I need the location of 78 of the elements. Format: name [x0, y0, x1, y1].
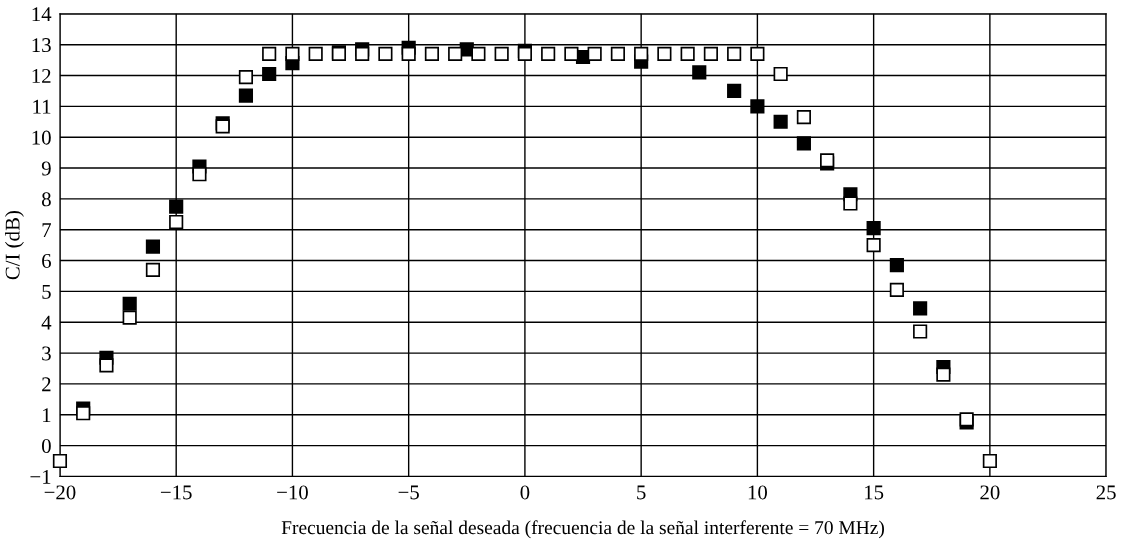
point: [727, 83, 742, 99]
point: [122, 296, 137, 311]
y-tick-label: 10: [32, 130, 51, 145]
point: [401, 46, 416, 62]
point: [308, 46, 323, 62]
y-tick-label: 2: [42, 377, 51, 392]
point: [424, 46, 440, 62]
x-tick-label: 10: [748, 485, 768, 500]
point: [262, 46, 277, 62]
point: [238, 69, 254, 85]
x-tick-label: 5: [637, 485, 646, 500]
point: [843, 196, 858, 211]
y-tick-label: 14: [32, 7, 52, 22]
point: [773, 114, 788, 129]
y-tick-label: 8: [41, 192, 51, 207]
x-tick-label: 25: [1096, 485, 1116, 500]
point: [750, 99, 765, 114]
point: [471, 46, 486, 62]
point: [634, 46, 649, 62]
point: [192, 167, 207, 182]
point: [866, 238, 881, 253]
point: [448, 46, 463, 62]
y-tick-label: 0: [41, 438, 51, 454]
point: [982, 453, 997, 469]
point: [796, 110, 811, 125]
point: [285, 46, 300, 62]
x-tick-label: −20: [44, 485, 76, 500]
point: [680, 46, 695, 62]
y-tick-label: 1: [43, 408, 51, 422]
point: [889, 258, 904, 273]
point: [796, 136, 811, 151]
y-tick-label: 4: [41, 315, 52, 330]
x-axis-title: Frecuencia de la señal deseada (frecuencia de la señal interferente = 70 MHz): [281, 520, 885, 539]
point: [692, 65, 707, 80]
point: [610, 46, 625, 62]
y-tick-label: 3: [42, 346, 51, 361]
point: [773, 66, 788, 82]
point: [703, 46, 718, 62]
point: [262, 66, 277, 82]
point: [564, 46, 579, 62]
point: [145, 239, 161, 254]
point: [913, 301, 928, 316]
y-tick-label: 6: [42, 254, 51, 268]
point: [889, 282, 904, 297]
point: [517, 46, 532, 62]
point: [541, 46, 556, 62]
point: [169, 214, 184, 230]
point: [52, 453, 68, 469]
point: [169, 199, 184, 214]
y-tick-label: 12: [32, 68, 51, 83]
point: [122, 310, 137, 325]
point: [936, 367, 951, 382]
point: [145, 262, 161, 277]
point: [657, 46, 672, 62]
y-axis-title: C/I (dB): [5, 211, 24, 280]
point: [866, 221, 881, 236]
x-tick-label: −5: [398, 485, 419, 500]
point: [99, 358, 114, 373]
x-tick-label: 15: [865, 485, 884, 500]
x-tick-label: 20: [980, 485, 1000, 500]
point: [238, 88, 254, 103]
point: [727, 46, 742, 62]
y-tick-label: 7: [42, 223, 52, 237]
x-tick-label: −10: [277, 485, 308, 500]
y-tick-label: 9: [41, 161, 51, 176]
point: [76, 406, 91, 421]
point: [750, 46, 765, 62]
x-tick-label: −15: [160, 485, 192, 500]
point: [494, 46, 509, 62]
y-tick-label: 11: [33, 99, 51, 114]
point: [913, 324, 928, 339]
point: [378, 46, 393, 62]
point: [587, 46, 602, 62]
point: [355, 46, 370, 62]
y-tick-label: −1: [30, 469, 51, 484]
y-tick-label: 5: [42, 284, 51, 299]
y-tick-label: 13: [32, 38, 51, 53]
x-tick-label: 0: [520, 485, 530, 500]
